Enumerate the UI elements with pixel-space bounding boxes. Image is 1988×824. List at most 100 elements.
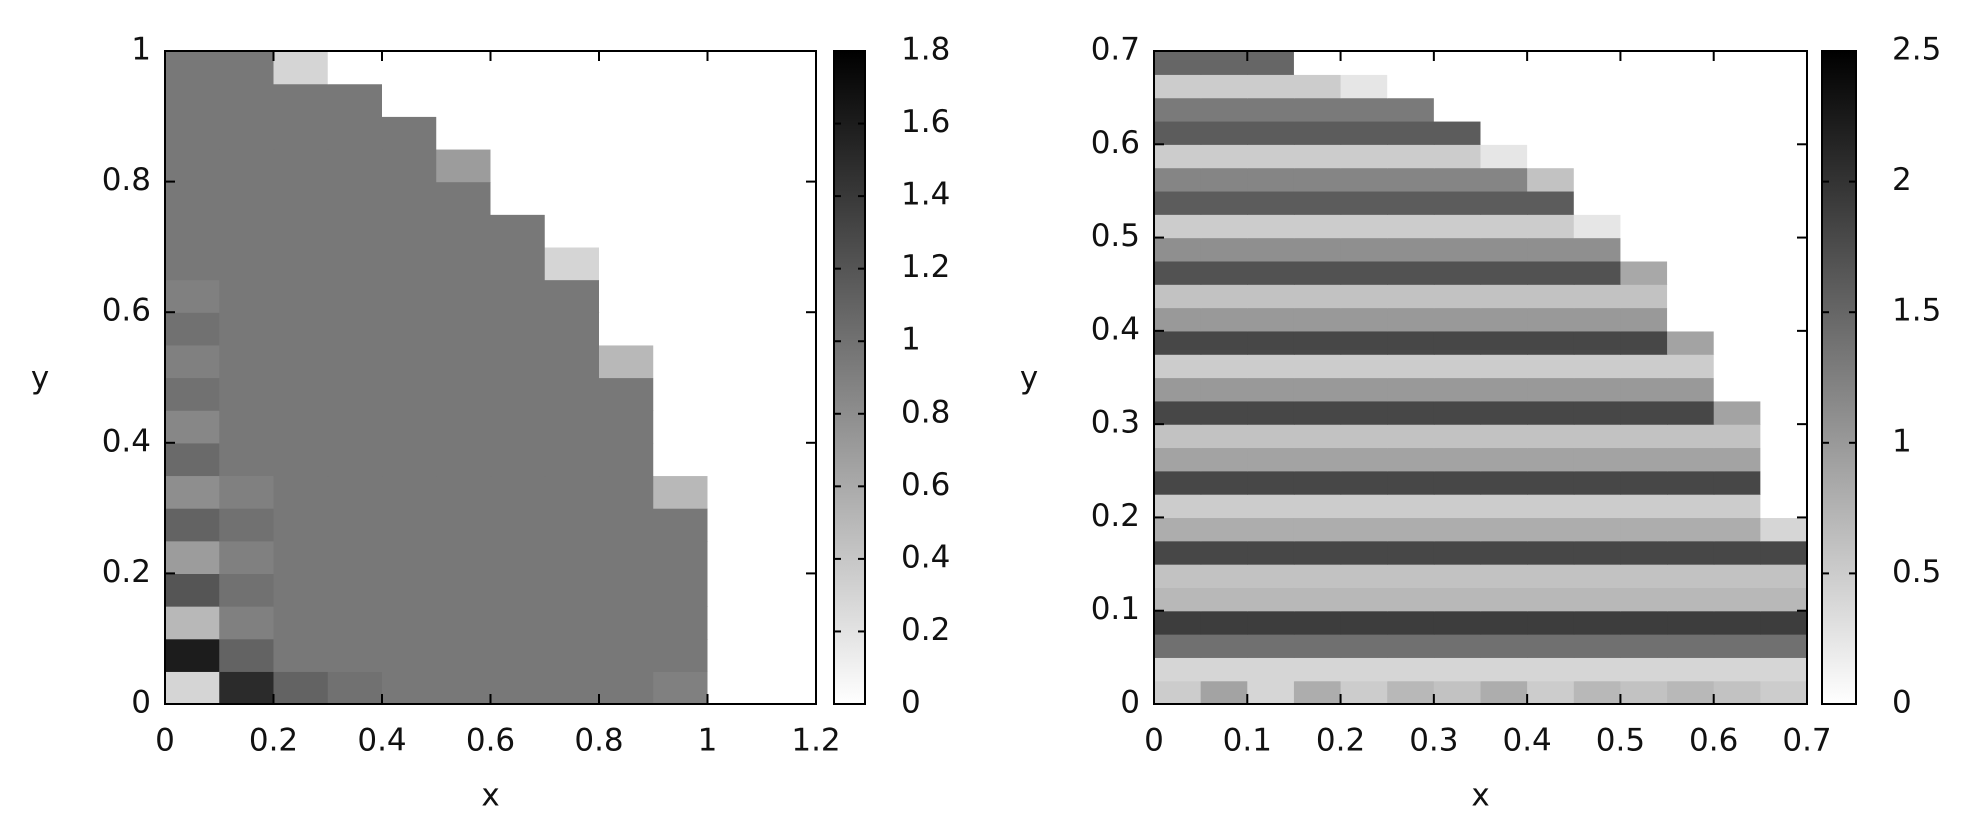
heatmap-cell bbox=[1200, 284, 1248, 309]
x-axis-label: x bbox=[481, 778, 499, 814]
heatmap-cell bbox=[1433, 680, 1482, 705]
x-tick-label: 0.6 bbox=[1689, 723, 1738, 759]
heatmap-cell bbox=[1573, 634, 1622, 658]
heatmap-cell bbox=[1200, 470, 1248, 495]
heatmap-cell bbox=[1340, 494, 1388, 519]
heatmap-cell bbox=[653, 573, 709, 607]
heatmap-cell bbox=[327, 344, 383, 379]
heatmap-cell bbox=[219, 377, 275, 411]
heatmap-cell bbox=[1713, 634, 1761, 658]
heatmap-cell bbox=[1573, 494, 1622, 519]
heatmap-cell bbox=[1527, 517, 1575, 542]
heatmap-cell bbox=[1433, 260, 1482, 285]
heatmap-cell bbox=[165, 638, 220, 672]
heatmap-cell bbox=[1620, 307, 1668, 332]
heatmap-cell bbox=[1760, 494, 1808, 519]
heatmap-cell bbox=[1293, 680, 1342, 705]
heatmap-cell bbox=[1480, 517, 1528, 542]
heatmap-cell bbox=[327, 279, 383, 313]
heatmap-cell bbox=[1340, 284, 1388, 309]
heatmap-cell bbox=[1293, 354, 1342, 379]
heatmap-cell bbox=[1387, 587, 1435, 612]
heatmap-cell bbox=[1200, 97, 1248, 122]
heatmap-cell bbox=[1433, 214, 1482, 239]
heatmap-cell bbox=[1760, 587, 1808, 612]
heatmap-cell bbox=[1480, 330, 1528, 355]
heatmap-cell bbox=[1293, 74, 1342, 99]
y-tick-label: 0 bbox=[131, 685, 151, 721]
heatmap-cell bbox=[1293, 447, 1342, 472]
heatmap-cell bbox=[1293, 167, 1342, 192]
heatmap-cell bbox=[1620, 237, 1668, 262]
heatmap-cell bbox=[599, 475, 654, 509]
heatmap-cell bbox=[165, 508, 220, 542]
heatmap-cell bbox=[327, 148, 383, 183]
heatmap-cell bbox=[1760, 307, 1808, 332]
heatmap-cell bbox=[1480, 190, 1528, 215]
heatmap-cell bbox=[1480, 634, 1528, 658]
heatmap-cell bbox=[1387, 167, 1435, 192]
heatmap-cell bbox=[1667, 517, 1715, 542]
heatmap-cell bbox=[1527, 494, 1575, 519]
heatmap-cell bbox=[490, 508, 546, 542]
heatmap-cell bbox=[1247, 377, 1295, 402]
heatmap-cell bbox=[1154, 167, 1202, 192]
heatmap-cell bbox=[1760, 424, 1808, 449]
heatmap-cell bbox=[1667, 144, 1715, 169]
heatmap-cell bbox=[599, 508, 654, 542]
heatmap-cell bbox=[1293, 120, 1342, 145]
heatmap-cell bbox=[1480, 167, 1528, 192]
heatmap-cell bbox=[653, 279, 709, 313]
heatmap-cell bbox=[1667, 74, 1715, 99]
heatmap-cell bbox=[165, 540, 220, 574]
heatmap-cell bbox=[490, 573, 546, 607]
x-axis-label: x bbox=[1471, 778, 1489, 814]
heatmap-cell bbox=[1387, 284, 1435, 309]
heatmap-cell bbox=[1387, 330, 1435, 355]
heatmap-cell bbox=[1527, 51, 1575, 75]
heatmap-cell bbox=[1247, 634, 1295, 658]
heatmap-cell bbox=[219, 540, 275, 574]
heatmap-cell bbox=[1573, 377, 1622, 402]
colorbar-tick-label: 0 bbox=[1892, 685, 1912, 721]
heatmap-cell bbox=[1200, 680, 1248, 705]
heatmap-cell bbox=[1667, 540, 1715, 565]
heatmap-cell bbox=[1340, 634, 1388, 658]
heatmap-cell bbox=[1527, 470, 1575, 495]
heatmap-cell bbox=[1573, 564, 1622, 588]
colorbar-tick-label: 0.2 bbox=[901, 612, 950, 648]
heatmap-cell bbox=[1620, 354, 1668, 379]
heatmap-cell bbox=[1620, 587, 1668, 612]
heatmap-cell bbox=[1527, 424, 1575, 449]
heatmap-cell bbox=[1154, 190, 1202, 215]
heatmap-cell bbox=[1760, 74, 1808, 99]
heatmap-cell bbox=[165, 246, 220, 281]
heatmap-cell bbox=[1760, 657, 1808, 682]
x-tick-label: 0.7 bbox=[1782, 723, 1831, 759]
heatmap-cell bbox=[1387, 307, 1435, 332]
heatmap-cell bbox=[219, 312, 275, 346]
heatmap-cell bbox=[1340, 307, 1388, 332]
heatmap-cell bbox=[1760, 167, 1808, 192]
heatmap-cell bbox=[1620, 400, 1668, 425]
heatmap-cell bbox=[653, 83, 709, 117]
heatmap-cell bbox=[1620, 540, 1668, 565]
heatmap-cell bbox=[1527, 634, 1575, 658]
heatmap-cell bbox=[1200, 307, 1248, 332]
heatmap-cell bbox=[219, 573, 275, 607]
heatmap-cell bbox=[761, 508, 817, 542]
heatmap-cell bbox=[327, 606, 383, 640]
heatmap-cell bbox=[544, 214, 600, 248]
heatmap-cell bbox=[1387, 51, 1435, 75]
heatmap-cell bbox=[707, 606, 763, 640]
heatmap-cell bbox=[1340, 144, 1388, 169]
heatmap-cell bbox=[1527, 680, 1575, 705]
heatmap-cell bbox=[219, 671, 275, 705]
heatmap-cell bbox=[327, 540, 383, 574]
heatmap-cell bbox=[327, 83, 383, 117]
heatmap-cell bbox=[1200, 564, 1248, 588]
heatmap-cell bbox=[436, 475, 492, 509]
heatmap-cell bbox=[327, 377, 383, 411]
heatmap-cell bbox=[1200, 377, 1248, 402]
heatmap-cell bbox=[1433, 97, 1482, 122]
